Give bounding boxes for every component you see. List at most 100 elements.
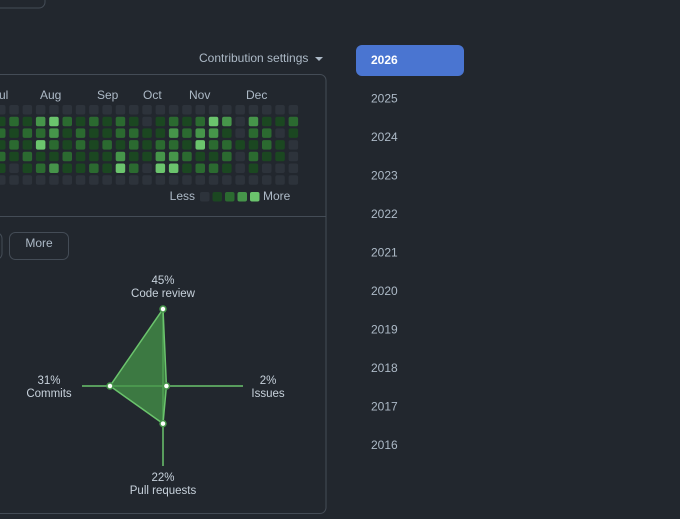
contribution-cell[interactable]	[62, 163, 73, 174]
contribution-cell[interactable]	[129, 128, 139, 138]
contribution-cell[interactable]	[129, 140, 139, 150]
contribution-cell[interactable]	[195, 163, 206, 174]
year-link[interactable]: 2023	[371, 169, 398, 183]
contribution-cell[interactable]	[102, 151, 112, 162]
contribution-cell[interactable]	[208, 175, 219, 185]
selected-year-bg[interactable]	[356, 45, 464, 76]
contribution-cell[interactable]	[115, 116, 126, 127]
contribution-cell[interactable]	[89, 116, 99, 127]
year-link[interactable]: 2020	[371, 284, 398, 298]
contribution-cell[interactable]	[129, 116, 139, 127]
year-link[interactable]: 2017	[371, 400, 398, 414]
contribution-cell[interactable]	[75, 140, 86, 150]
contribution-cell[interactable]	[195, 128, 206, 138]
contribution-cell[interactable]	[195, 140, 206, 150]
contribution-cell[interactable]	[9, 105, 19, 115]
contribution-cell[interactable]	[75, 163, 86, 174]
contribution-cell[interactable]	[222, 163, 232, 174]
more-button[interactable]	[9, 232, 69, 260]
contribution-cell[interactable]	[75, 128, 86, 138]
contribution-cell[interactable]	[288, 140, 299, 150]
contribution-cell[interactable]	[275, 128, 285, 138]
contribution-cell[interactable]	[262, 175, 272, 185]
contribution-cell[interactable]	[62, 116, 73, 127]
contribution-cell[interactable]	[288, 105, 299, 115]
contribution-cell[interactable]	[9, 151, 19, 162]
contribution-cell[interactable]	[35, 163, 46, 174]
contribution-cell[interactable]	[195, 105, 206, 115]
contribution-cell[interactable]	[62, 105, 73, 115]
contribution-cell[interactable]	[275, 116, 285, 127]
contribution-cell[interactable]	[248, 128, 259, 138]
contribution-cell[interactable]	[288, 128, 299, 138]
contribution-cell[interactable]	[168, 105, 179, 115]
contribution-cell[interactable]	[182, 128, 192, 138]
contribution-cell[interactable]	[222, 105, 232, 115]
contribution-cell[interactable]	[129, 151, 139, 162]
contribution-cell[interactable]	[168, 116, 179, 127]
contribution-cell[interactable]	[35, 116, 46, 127]
contribution-cell[interactable]	[208, 116, 219, 127]
contribution-cell[interactable]	[222, 128, 232, 138]
contribution-cell[interactable]	[235, 116, 245, 127]
year-link[interactable]: 2019	[371, 323, 398, 337]
contribution-cell[interactable]	[222, 175, 232, 185]
contribution-cell[interactable]	[262, 128, 272, 138]
settings-link[interactable]: Contribution settings	[199, 51, 308, 65]
contribution-cell[interactable]	[22, 151, 33, 162]
contribution-cell[interactable]	[22, 116, 33, 127]
contribution-cell[interactable]	[168, 175, 179, 185]
contribution-cell[interactable]	[0, 128, 6, 138]
contribution-cell[interactable]	[275, 175, 285, 185]
contribution-cell[interactable]	[142, 151, 152, 162]
contribution-cell[interactable]	[208, 151, 219, 162]
contribution-cell[interactable]	[168, 163, 179, 174]
contribution-cell[interactable]	[142, 175, 152, 185]
contribution-cell[interactable]	[0, 116, 6, 127]
contribution-cell[interactable]	[89, 140, 99, 150]
contribution-cell[interactable]	[288, 175, 299, 185]
contribution-cell[interactable]	[262, 151, 272, 162]
contribution-cell[interactable]	[9, 163, 19, 174]
contribution-cell[interactable]	[208, 140, 219, 150]
contribution-cell[interactable]	[248, 140, 259, 150]
contribution-cell[interactable]	[235, 128, 245, 138]
contribution-cell[interactable]	[222, 140, 232, 150]
contribution-cell[interactable]	[155, 163, 166, 174]
contribution-cell[interactable]	[288, 163, 299, 174]
contribution-cell[interactable]	[115, 175, 126, 185]
contribution-cell[interactable]	[288, 116, 299, 127]
contribution-cell[interactable]	[75, 175, 86, 185]
contribution-cell[interactable]	[62, 151, 73, 162]
contribution-cell[interactable]	[182, 163, 192, 174]
contribution-cell[interactable]	[9, 175, 19, 185]
contribution-cell[interactable]	[222, 116, 232, 127]
contribution-cell[interactable]	[22, 163, 33, 174]
contribution-cell[interactable]	[262, 105, 272, 115]
contribution-cell[interactable]	[35, 105, 46, 115]
year-link[interactable]: 2021	[371, 246, 398, 260]
filter-button[interactable]	[0, 233, 3, 260]
contribution-cell[interactable]	[129, 175, 139, 185]
contribution-cell[interactable]	[115, 105, 126, 115]
contribution-cell[interactable]	[182, 116, 192, 127]
contribution-cell[interactable]	[248, 175, 259, 185]
contribution-cell[interactable]	[248, 105, 259, 115]
top-button[interactable]	[0, 0, 46, 9]
contribution-cell[interactable]	[182, 105, 192, 115]
year-link[interactable]: 2025	[371, 92, 398, 106]
contribution-cell[interactable]	[195, 151, 206, 162]
contribution-cell[interactable]	[222, 151, 232, 162]
contribution-cell[interactable]	[235, 151, 245, 162]
contribution-cell[interactable]	[0, 140, 6, 150]
contribution-cell[interactable]	[75, 105, 86, 115]
contribution-cell[interactable]	[49, 175, 59, 185]
contribution-cell[interactable]	[168, 140, 179, 150]
contribution-cell[interactable]	[262, 140, 272, 150]
contribution-cell[interactable]	[155, 140, 166, 150]
contribution-cell[interactable]	[115, 140, 126, 150]
year-link[interactable]: 2022	[371, 207, 398, 221]
contribution-cell[interactable]	[182, 151, 192, 162]
contribution-cell[interactable]	[155, 151, 166, 162]
contribution-cell[interactable]	[75, 116, 86, 127]
